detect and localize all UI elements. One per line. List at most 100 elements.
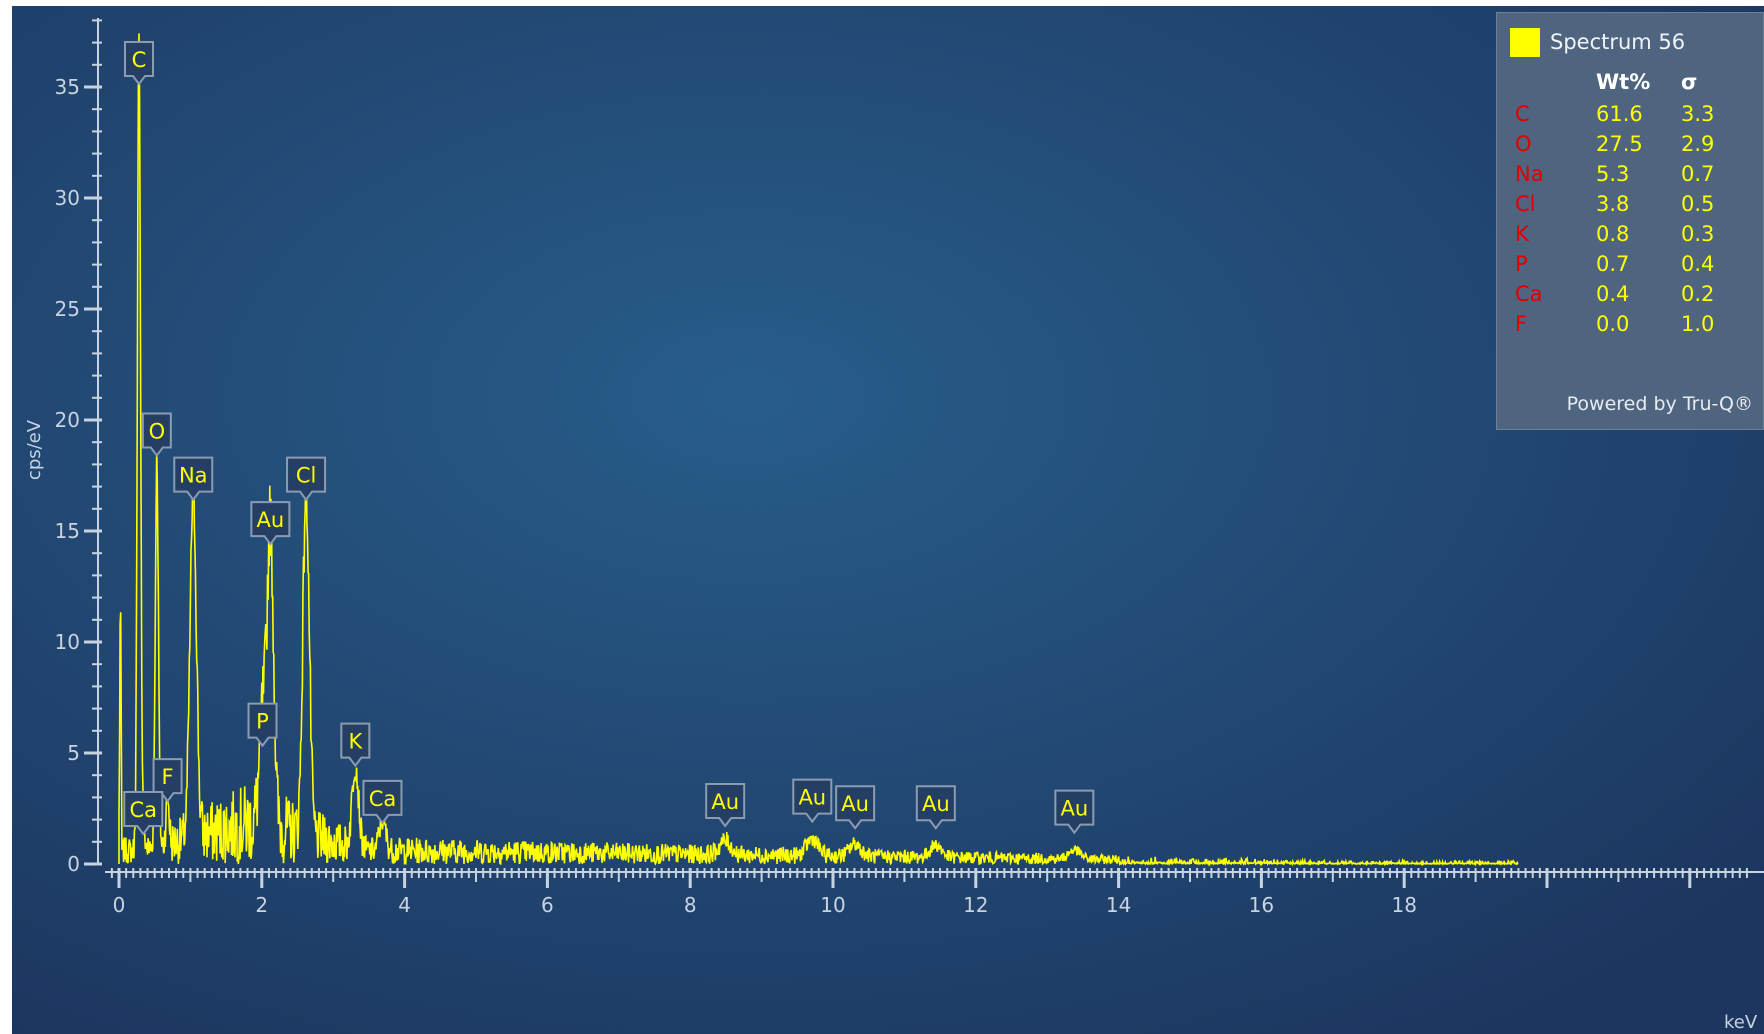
peak-label-box [362,779,403,825]
header-sigma: σ [1681,70,1698,94]
peak-label-text: Ca [130,798,158,822]
peak-label-box [123,791,164,836]
peak-label-c: C [123,41,154,86]
legend-sigma: 0.2 [1681,282,1715,306]
legend-row-o: O 27.5 2.9 [1497,132,1764,166]
peak-label-text: F [162,765,174,789]
peak-label-box [792,778,833,824]
peak-label-au: Au [835,785,876,830]
x-axis: 0 2 4 6 8 10 12 14 16 18 [105,868,1764,917]
legend-wt: 0.7 [1596,252,1630,276]
peak-label-na: Na [173,456,214,502]
peak-label-ca: Ca [123,791,164,836]
legend-element: Cl [1515,192,1536,216]
peak-label-au: Au [705,783,746,828]
peak-label-text: O [149,420,166,444]
legend-sigma: 0.4 [1681,252,1715,276]
peak-label-text: Cl [296,464,317,488]
legend-swatch [1510,28,1540,57]
legend-wt: 0.4 [1596,282,1630,306]
x-tick-label: 0 [113,893,126,917]
x-tick-label: 12 [963,893,988,917]
results-legend: Spectrum 56 Wt% σ C 61.6 3.3 O 27.5 2.9 Na 5.3 0… [1496,12,1764,430]
peak-label-text: Au [257,508,285,532]
peak-label-text: Au [798,786,826,810]
legend-row-na: Na 5.3 0.7 [1497,162,1764,196]
peak-label-text: Ca [369,787,397,811]
peak-label-k: K [340,722,371,768]
peak-label-box [835,785,876,830]
y-tick-label: 10 [55,630,80,654]
peak-label-box [141,412,172,458]
legend-wt: 5.3 [1596,162,1630,186]
y-tick-label: 20 [55,408,80,432]
legend-element: F [1515,312,1528,336]
legend-sigma: 3.3 [1681,102,1715,126]
y-axis-title: cps/eV [24,419,45,480]
x-tick-label: 8 [684,893,697,917]
peak-label-text: Au [1060,797,1088,821]
x-tick-label: 18 [1391,893,1416,917]
legend-sigma: 2.9 [1681,132,1715,156]
y-tick-label: 15 [55,519,80,543]
x-tick-label: 14 [1106,893,1131,917]
y-tick-label: 0 [67,852,80,876]
peak-label-o: O [141,412,172,458]
legend-element: Ca [1515,282,1543,306]
legend-element: O [1515,132,1532,156]
peak-label-box [123,41,154,86]
peak-label-text: K [348,730,363,754]
legend-sigma: 0.5 [1681,192,1715,216]
legend-wt: 0.8 [1596,222,1630,246]
x-tick-label: 4 [398,893,411,917]
peak-label-f: F [152,758,183,803]
peak-label-box [705,783,746,828]
peak-label-box [1054,789,1095,835]
legend-wt: 3.8 [1596,192,1630,216]
legend-wt: 0.0 [1596,312,1630,336]
legend-wt: 27.5 [1596,132,1643,156]
peak-label-au: Au [792,778,833,824]
legend-sigma: 0.7 [1681,162,1715,186]
peak-label-text: C [132,48,147,72]
legend-row-c: C 61.6 3.3 [1497,102,1764,136]
y-tick-label: 35 [55,75,80,99]
legend-element: K [1515,222,1529,246]
peak-label-box [250,501,291,546]
legend-row-k: K 0.8 0.3 [1497,222,1764,256]
peak-label-text: P [256,710,269,734]
legend-row-p: P 0.7 0.4 [1497,252,1764,286]
legend-element: C [1515,102,1530,126]
legend-sigma: 0.3 [1681,222,1715,246]
legend-element: Na [1515,162,1544,186]
peak-label-cl: Cl [286,456,327,502]
x-tick-label: 16 [1249,893,1274,917]
legend-wt: 61.6 [1596,102,1643,126]
peak-label-box [247,702,278,748]
x-tick-label: 10 [820,893,845,917]
x-tick-label: 2 [255,893,268,917]
spectrum-trace [118,33,1519,867]
legend-title: Spectrum 56 [1550,30,1686,54]
x-axis-title: keV [1724,1012,1758,1033]
peak-label-au: Au [1054,789,1095,835]
peak-label-box [173,456,214,502]
peak-label-box [286,456,327,502]
peak-label-p: P [247,702,278,748]
peak-label-box [340,722,371,768]
y-tick-label: 30 [55,186,80,210]
legend-element: P [1515,252,1528,276]
peak-label-text: Au [711,790,739,814]
header-wt: Wt% [1596,70,1651,94]
y-tick-label: 5 [67,741,80,765]
peak-label-au: Au [250,501,291,546]
peak-label-box [915,785,956,830]
legend-sigma: 1.0 [1681,312,1715,336]
y-tick-label: 25 [55,297,80,321]
y-axis: 0 5 10 15 20 25 30 35 [55,18,102,876]
peak-label-ca: Ca [362,779,403,825]
powered-by: Powered by Tru-Q® [1566,393,1753,415]
